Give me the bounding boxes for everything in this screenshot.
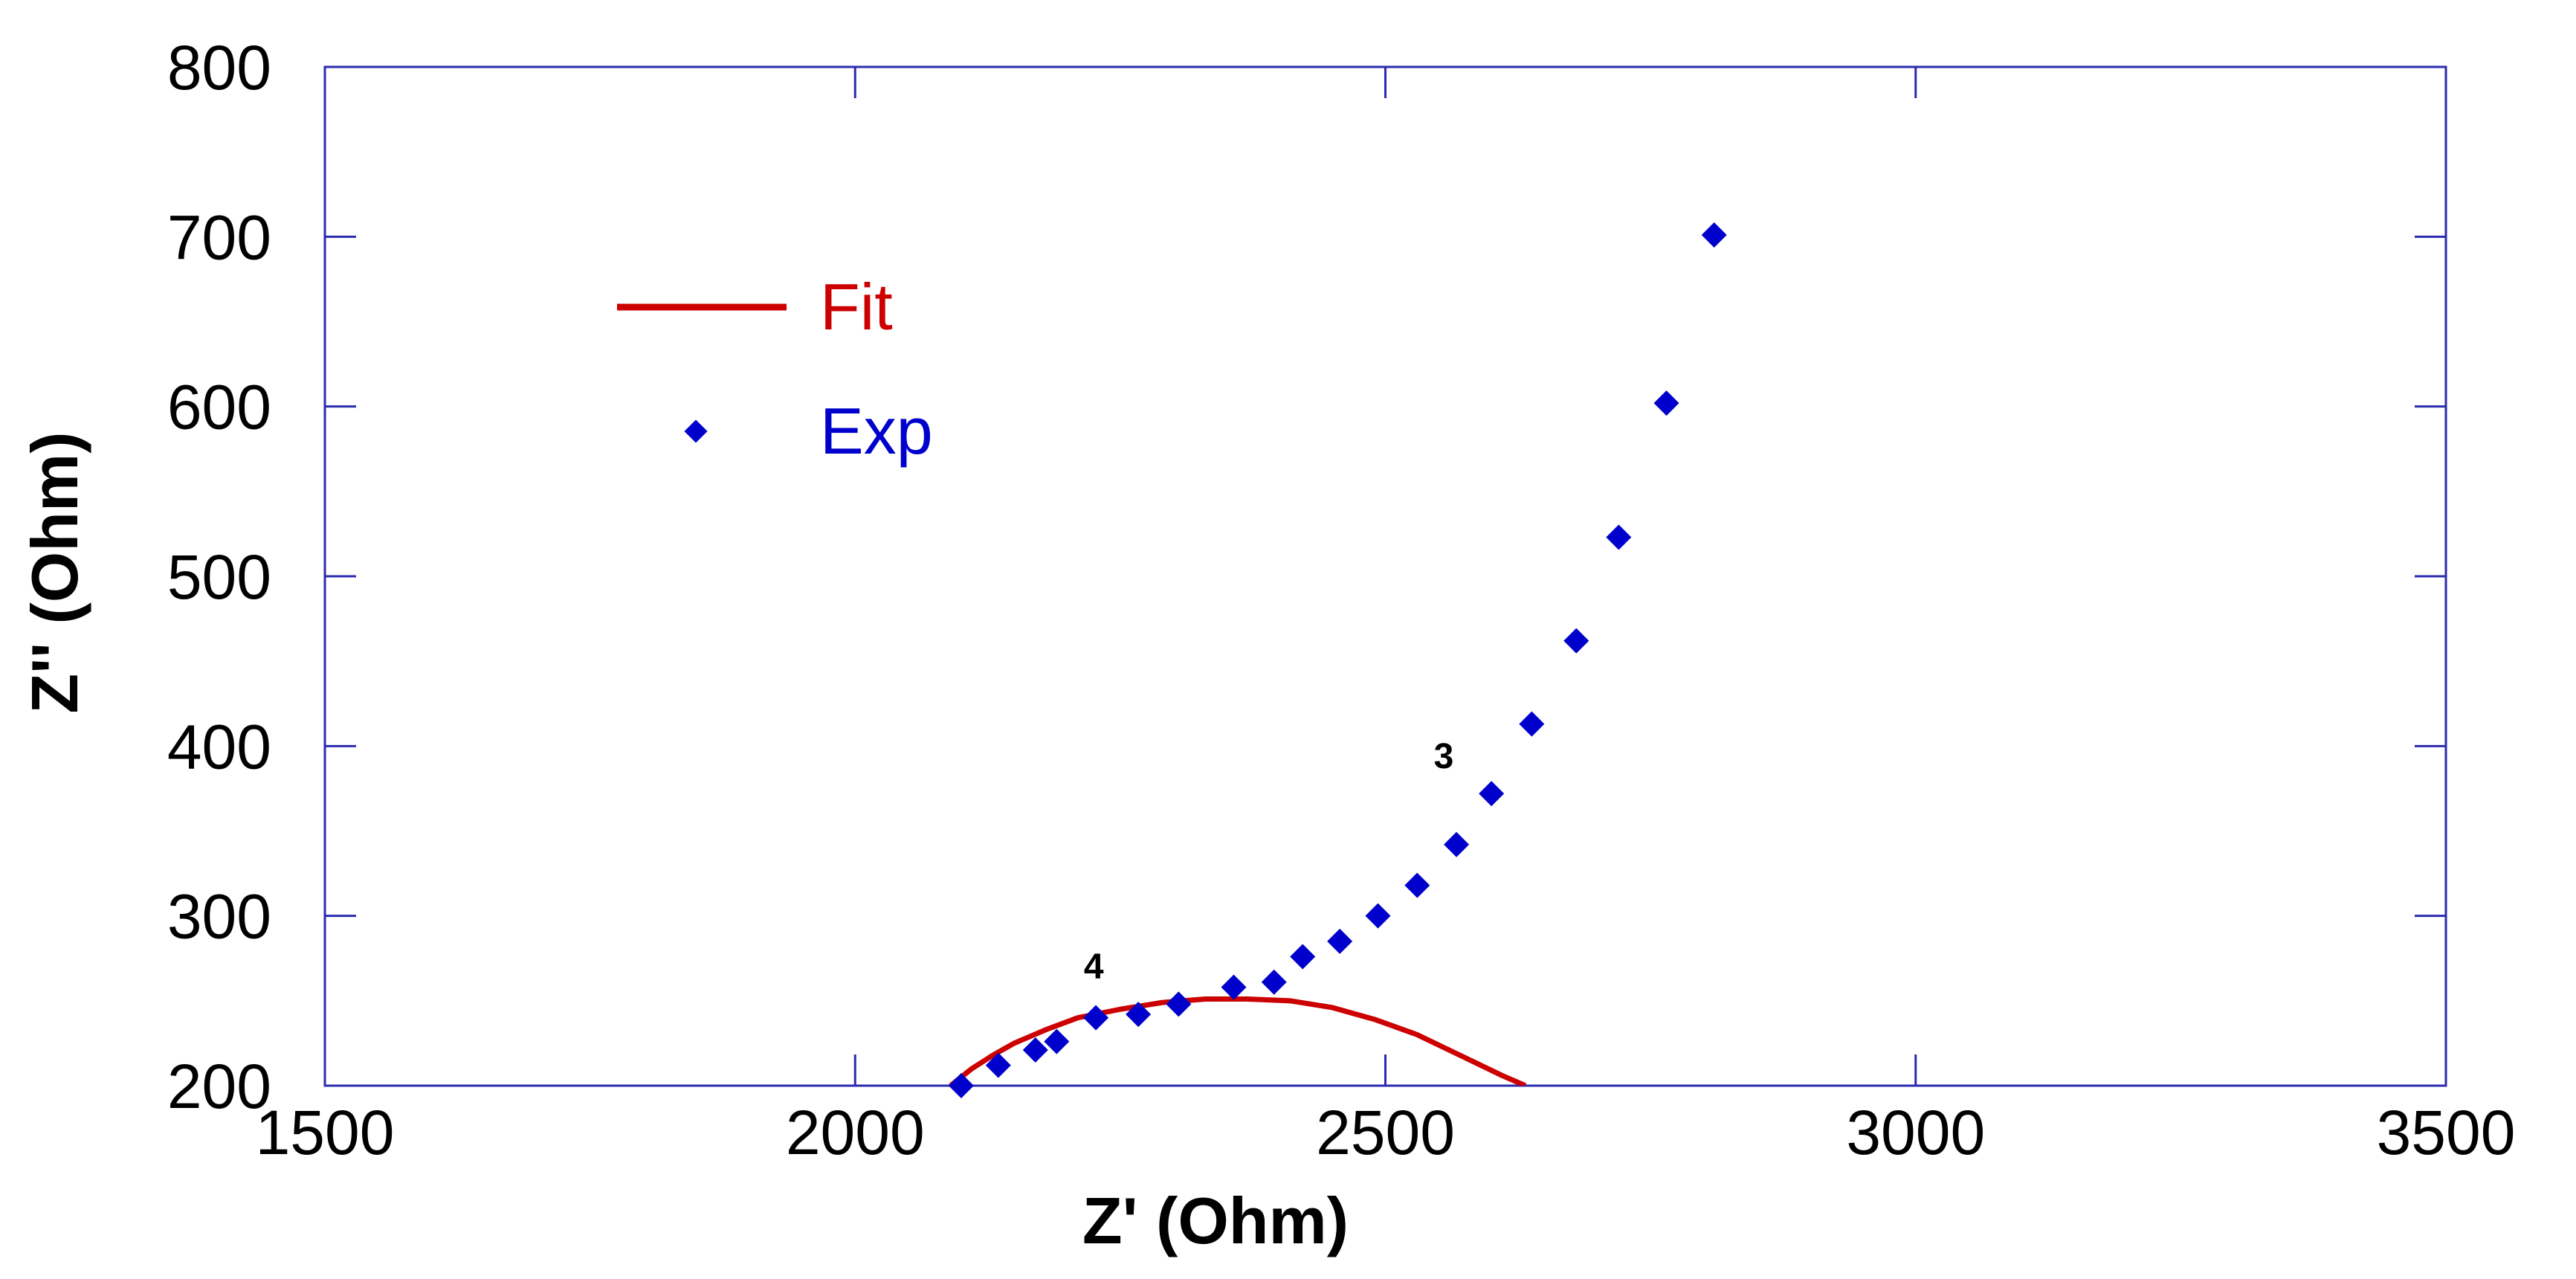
exp-data-point [1083, 1005, 1109, 1031]
exp-data-point [1479, 781, 1505, 807]
y-axis-ticks [325, 65, 2446, 1087]
y-tick-label: 400 [167, 712, 271, 782]
y-tick-label: 700 [167, 202, 271, 272]
exp-data-point [985, 1052, 1011, 1078]
x-tick-label: 2500 [1316, 1098, 1455, 1167]
x-tick-label: 2000 [786, 1098, 925, 1167]
exp-data-point [1701, 222, 1727, 248]
y-tick-label: 500 [167, 542, 271, 612]
exp-data-point [948, 1073, 974, 1098]
exp-data-point [1519, 711, 1545, 737]
x-tick-label: 1500 [256, 1098, 395, 1167]
x-tick-label: 3500 [2377, 1098, 2516, 1167]
x-tick-label: 3000 [1846, 1098, 1985, 1167]
annotations: 43 [1084, 737, 1453, 987]
frequency-annotation: 3 [1434, 737, 1454, 776]
legend-exp-label: Exp [820, 394, 933, 468]
exp-data-point [1221, 974, 1247, 1000]
x-axis-tick-labels: 1500 2000 2500 3000 3500 [256, 1098, 2516, 1167]
exp-data-point [1044, 1028, 1070, 1054]
exp-data-point [1327, 928, 1353, 954]
x-axis-ticks [323, 67, 2447, 1086]
y-tick-label: 600 [167, 373, 271, 442]
exp-data-point [1404, 872, 1430, 898]
exp-data-point [1022, 1037, 1048, 1063]
y-axis-tick-labels: 200 300 400 500 600 700 800 [167, 33, 271, 1121]
exp-data-point [1653, 390, 1679, 416]
exp-data-point [1261, 969, 1287, 995]
exp-data-point [1126, 1002, 1152, 1028]
exp-data-point [1290, 944, 1316, 970]
y-tick-label: 300 [167, 882, 271, 952]
legend-fit-label: Fit [820, 270, 893, 344]
exp-data-point [1563, 628, 1589, 654]
x-axis-title: Z' (Ohm) [1082, 1184, 1349, 1257]
exp-data-point [1365, 903, 1391, 929]
exp-data-point [1166, 991, 1192, 1017]
exp-data-point [1606, 524, 1632, 550]
y-tick-label: 800 [167, 33, 271, 103]
legend: Fit Exp [617, 270, 933, 468]
exp-data-point [1444, 831, 1470, 857]
frequency-annotation: 4 [1084, 947, 1104, 987]
fit-curve [949, 996, 1527, 1086]
y-tick-label: 200 [167, 1051, 271, 1121]
series-layer [948, 222, 1727, 1098]
y-axis-title: Z'' (Ohm) [18, 431, 91, 713]
